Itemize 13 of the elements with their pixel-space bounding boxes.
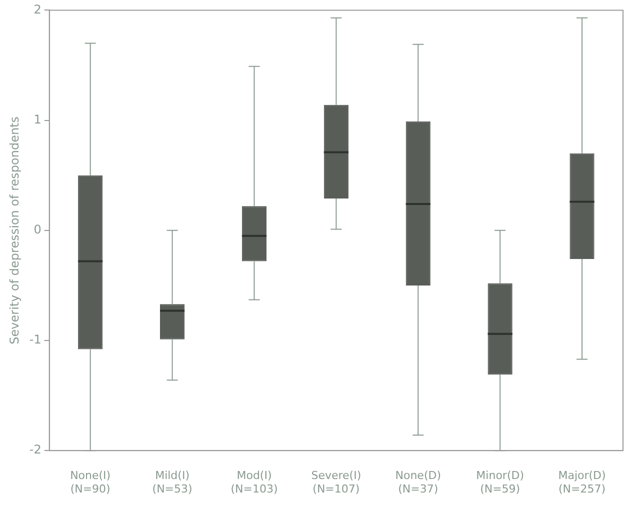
y-tick-label: -2 bbox=[29, 442, 42, 457]
y-axis-title: Severity of depression of respondents bbox=[7, 116, 22, 344]
x-tick-label: Minor(D) (N=59) bbox=[476, 469, 524, 496]
y-tick-label: 2 bbox=[34, 2, 42, 16]
x-tick-label: Mild(I) (N=53) bbox=[152, 469, 192, 496]
y-tick-label: 1 bbox=[34, 112, 42, 126]
y-tick-label: 0 bbox=[34, 222, 42, 237]
x-tick-label: None(D) (N=37) bbox=[395, 469, 442, 496]
x-tick-label: Major(D) (N=257) bbox=[558, 469, 606, 496]
x-tick-label: Mod(I) (N=103) bbox=[230, 469, 278, 496]
y-tick-label: -1 bbox=[29, 332, 42, 347]
x-tick-label: None(I) (N=90) bbox=[70, 469, 111, 496]
x-tick-label: Severe(I) (N=107) bbox=[311, 469, 362, 496]
